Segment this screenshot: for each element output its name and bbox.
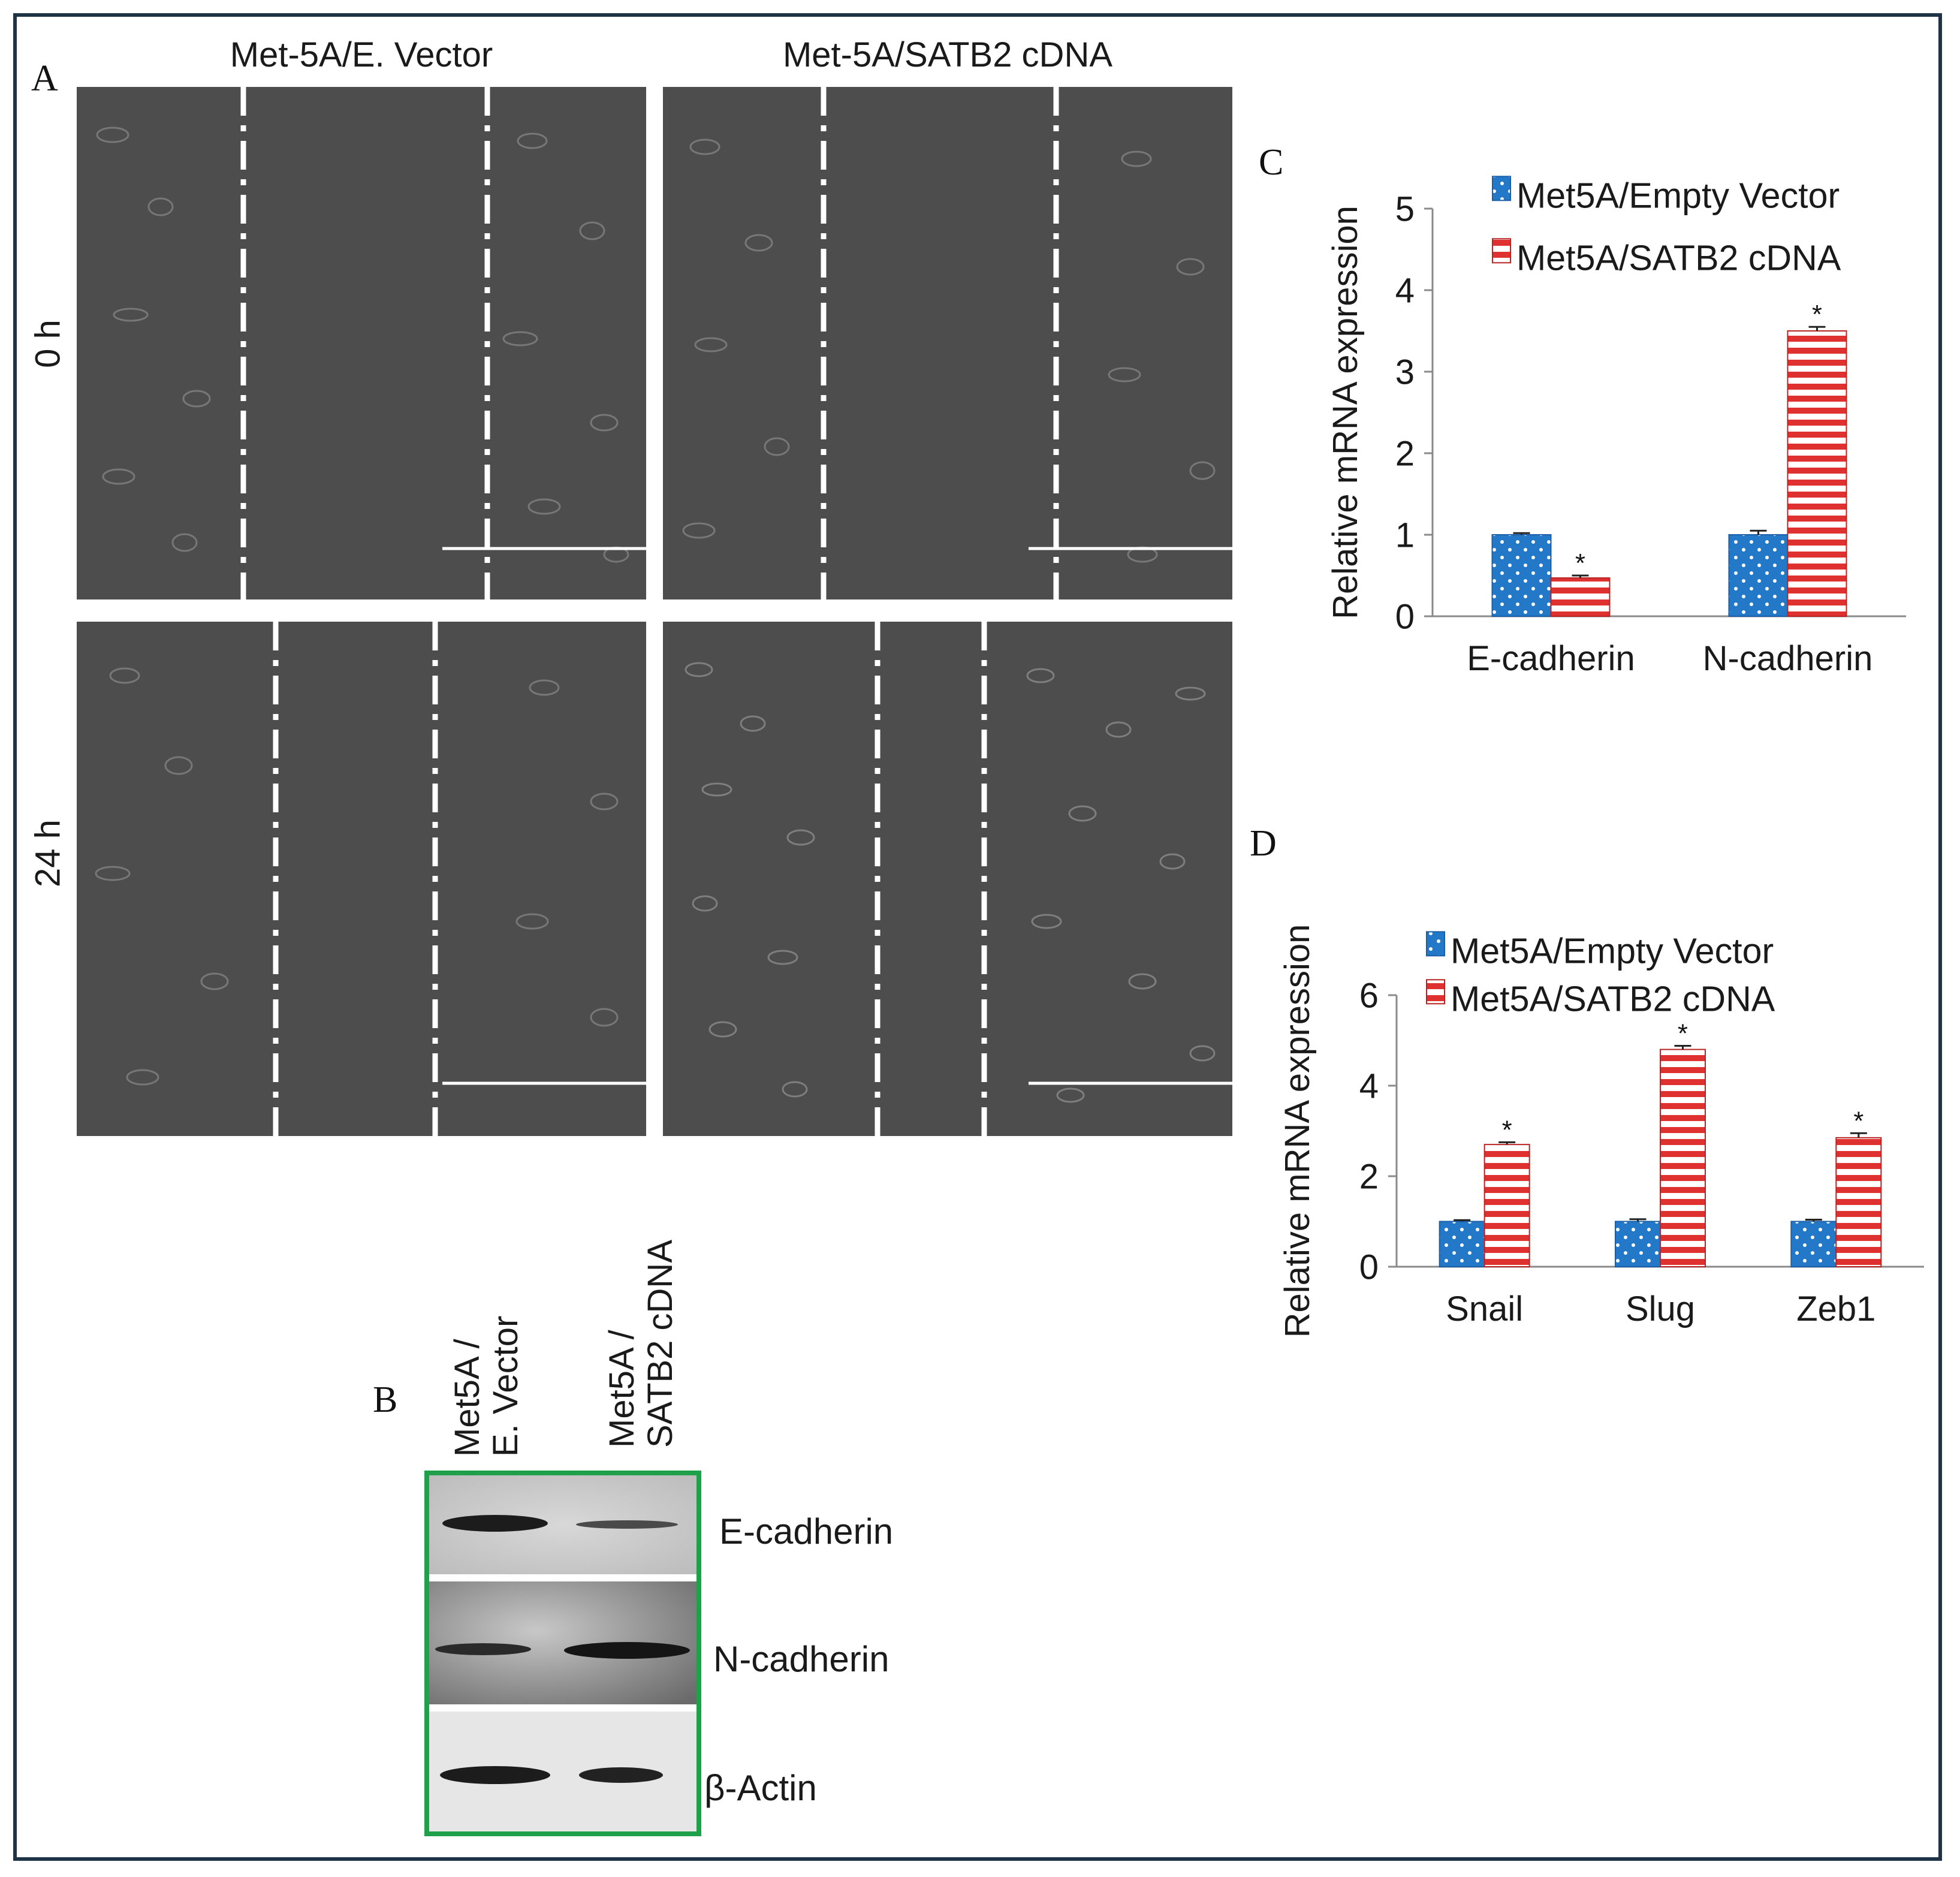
panel-letter-a: A: [31, 58, 58, 99]
row-label-24h: 24 h: [28, 820, 68, 887]
y-axis-label: Relative mRNA expression: [1326, 206, 1365, 619]
bar-slug-met5a-satb2-cdna: [1660, 1049, 1706, 1267]
chart-d: Relative mRNA expression 0 2 4 6 Snail Slug Zeb…: [1271, 851, 1930, 1421]
y-tick-label: 0: [1395, 597, 1415, 636]
x-category-label: E-cadherin: [1467, 639, 1635, 678]
column-title-empty-vector: Met-5A/E. Vector: [230, 35, 493, 74]
chart-svg: Relative mRNA expression 0 2 4 6 Snail Slug Zeb…: [1278, 924, 1924, 1338]
chart-c: Relative mRNA expression 0 1 2 3 4 5 E-cadherin…: [1319, 156, 1930, 695]
bar-slug-met5a-empty-vector: [1615, 1221, 1661, 1267]
lane-label-empty-vector: Met5A / E. Vector: [448, 1316, 525, 1457]
micrograph-vector-24h: [77, 622, 646, 1136]
lane-label-line1: Met5A /: [448, 1339, 487, 1457]
bar-zeb1-met5a-empty-vector: [1790, 1221, 1837, 1267]
legend-swatch: [1492, 238, 1511, 264]
y-tick-label: 2: [1359, 1157, 1379, 1196]
chart-svg: Relative mRNA expression 0 1 2 3 4 5 E-cadherin…: [1326, 176, 1906, 678]
bar-e-cadherin-met5a-satb2-cdna: [1550, 577, 1611, 617]
y-tick-label: 2: [1395, 434, 1415, 473]
panel-letter-c: C: [1259, 142, 1284, 183]
band-e-cadherin-satb2: [576, 1520, 678, 1529]
band-n-cadherin-vector: [435, 1643, 531, 1655]
legend-label: Met5A/Empty Vector: [1451, 931, 1774, 971]
bar-n-cadherin-met5a-empty-vector: [1728, 534, 1789, 617]
band-n-cadherin-satb2: [564, 1642, 690, 1659]
western-blot: [424, 1471, 701, 1836]
significance-asterisk: *: [1502, 1116, 1512, 1144]
x-category-label: Snail: [1446, 1290, 1523, 1328]
lane-label-satb2-cdna: Met5A / SATB2 cDNA: [602, 1239, 680, 1448]
legend-swatch: [1492, 176, 1511, 201]
y-tick-label: 3: [1395, 352, 1415, 391]
significance-asterisk: *: [1853, 1107, 1863, 1135]
band-label-e-cadherin: E-cadherin: [719, 1511, 894, 1551]
legend-label: Met5A/Empty Vector: [1516, 176, 1840, 216]
bar-snail-met5a-satb2-cdna: [1483, 1144, 1530, 1267]
y-tick-label: 0: [1359, 1248, 1379, 1287]
lane-label-line2: SATB2 cDNA: [641, 1239, 680, 1448]
y-axis-label: Relative mRNA expression: [1278, 924, 1317, 1338]
band-label-n-cadherin: N-cadherin: [713, 1639, 889, 1679]
y-tick-label: 1: [1395, 516, 1415, 555]
figure-frame: [13, 13, 1942, 1861]
column-title-satb2-cdna: Met-5A/SATB2 cDNA: [782, 35, 1113, 74]
y-tick-label: 5: [1395, 189, 1415, 228]
band-actin-satb2: [579, 1767, 663, 1783]
micrograph-satb2-0h: [663, 87, 1232, 599]
y-tick-label: 4: [1395, 271, 1415, 310]
band-label-beta-actin: β-Actin: [704, 1768, 817, 1808]
panel-letter-b: B: [373, 1379, 398, 1420]
bar-n-cadherin-met5a-satb2-cdna: [1787, 330, 1847, 617]
significance-asterisk: *: [1678, 1020, 1688, 1049]
band-e-cadherin-vector: [442, 1515, 548, 1532]
significance-asterisk: *: [1812, 300, 1822, 329]
y-tick-label: 6: [1359, 976, 1379, 1015]
lane-label-line2: E. Vector: [486, 1315, 525, 1457]
bar-snail-met5a-empty-vector: [1439, 1221, 1485, 1267]
micrograph-vector-0h: [77, 87, 646, 599]
x-category-label: N-cadherin: [1703, 639, 1873, 678]
legend-swatch: [1426, 979, 1445, 1005]
lane-label-line1: Met5A /: [602, 1330, 641, 1448]
significance-asterisk: *: [1575, 549, 1585, 578]
legend-label: Met5A/SATB2 cDNA: [1516, 238, 1841, 278]
legend-label: Met5A/SATB2 cDNA: [1451, 979, 1775, 1019]
blot-strip-n-cadherin: [429, 1581, 696, 1704]
x-category-label: Slug: [1626, 1290, 1695, 1328]
bar-zeb1-met5a-satb2-cdna: [1835, 1137, 1882, 1268]
micrograph-satb2-24h: [663, 622, 1232, 1136]
x-category-label: Zeb1: [1796, 1290, 1875, 1328]
panel-letter-d: D: [1250, 823, 1277, 864]
bar-e-cadherin-met5a-empty-vector: [1491, 534, 1552, 617]
row-label-0h: 0 h: [28, 320, 68, 368]
legend-swatch: [1426, 931, 1445, 957]
band-actin-vector: [440, 1766, 550, 1784]
y-tick-label: 4: [1359, 1066, 1379, 1105]
